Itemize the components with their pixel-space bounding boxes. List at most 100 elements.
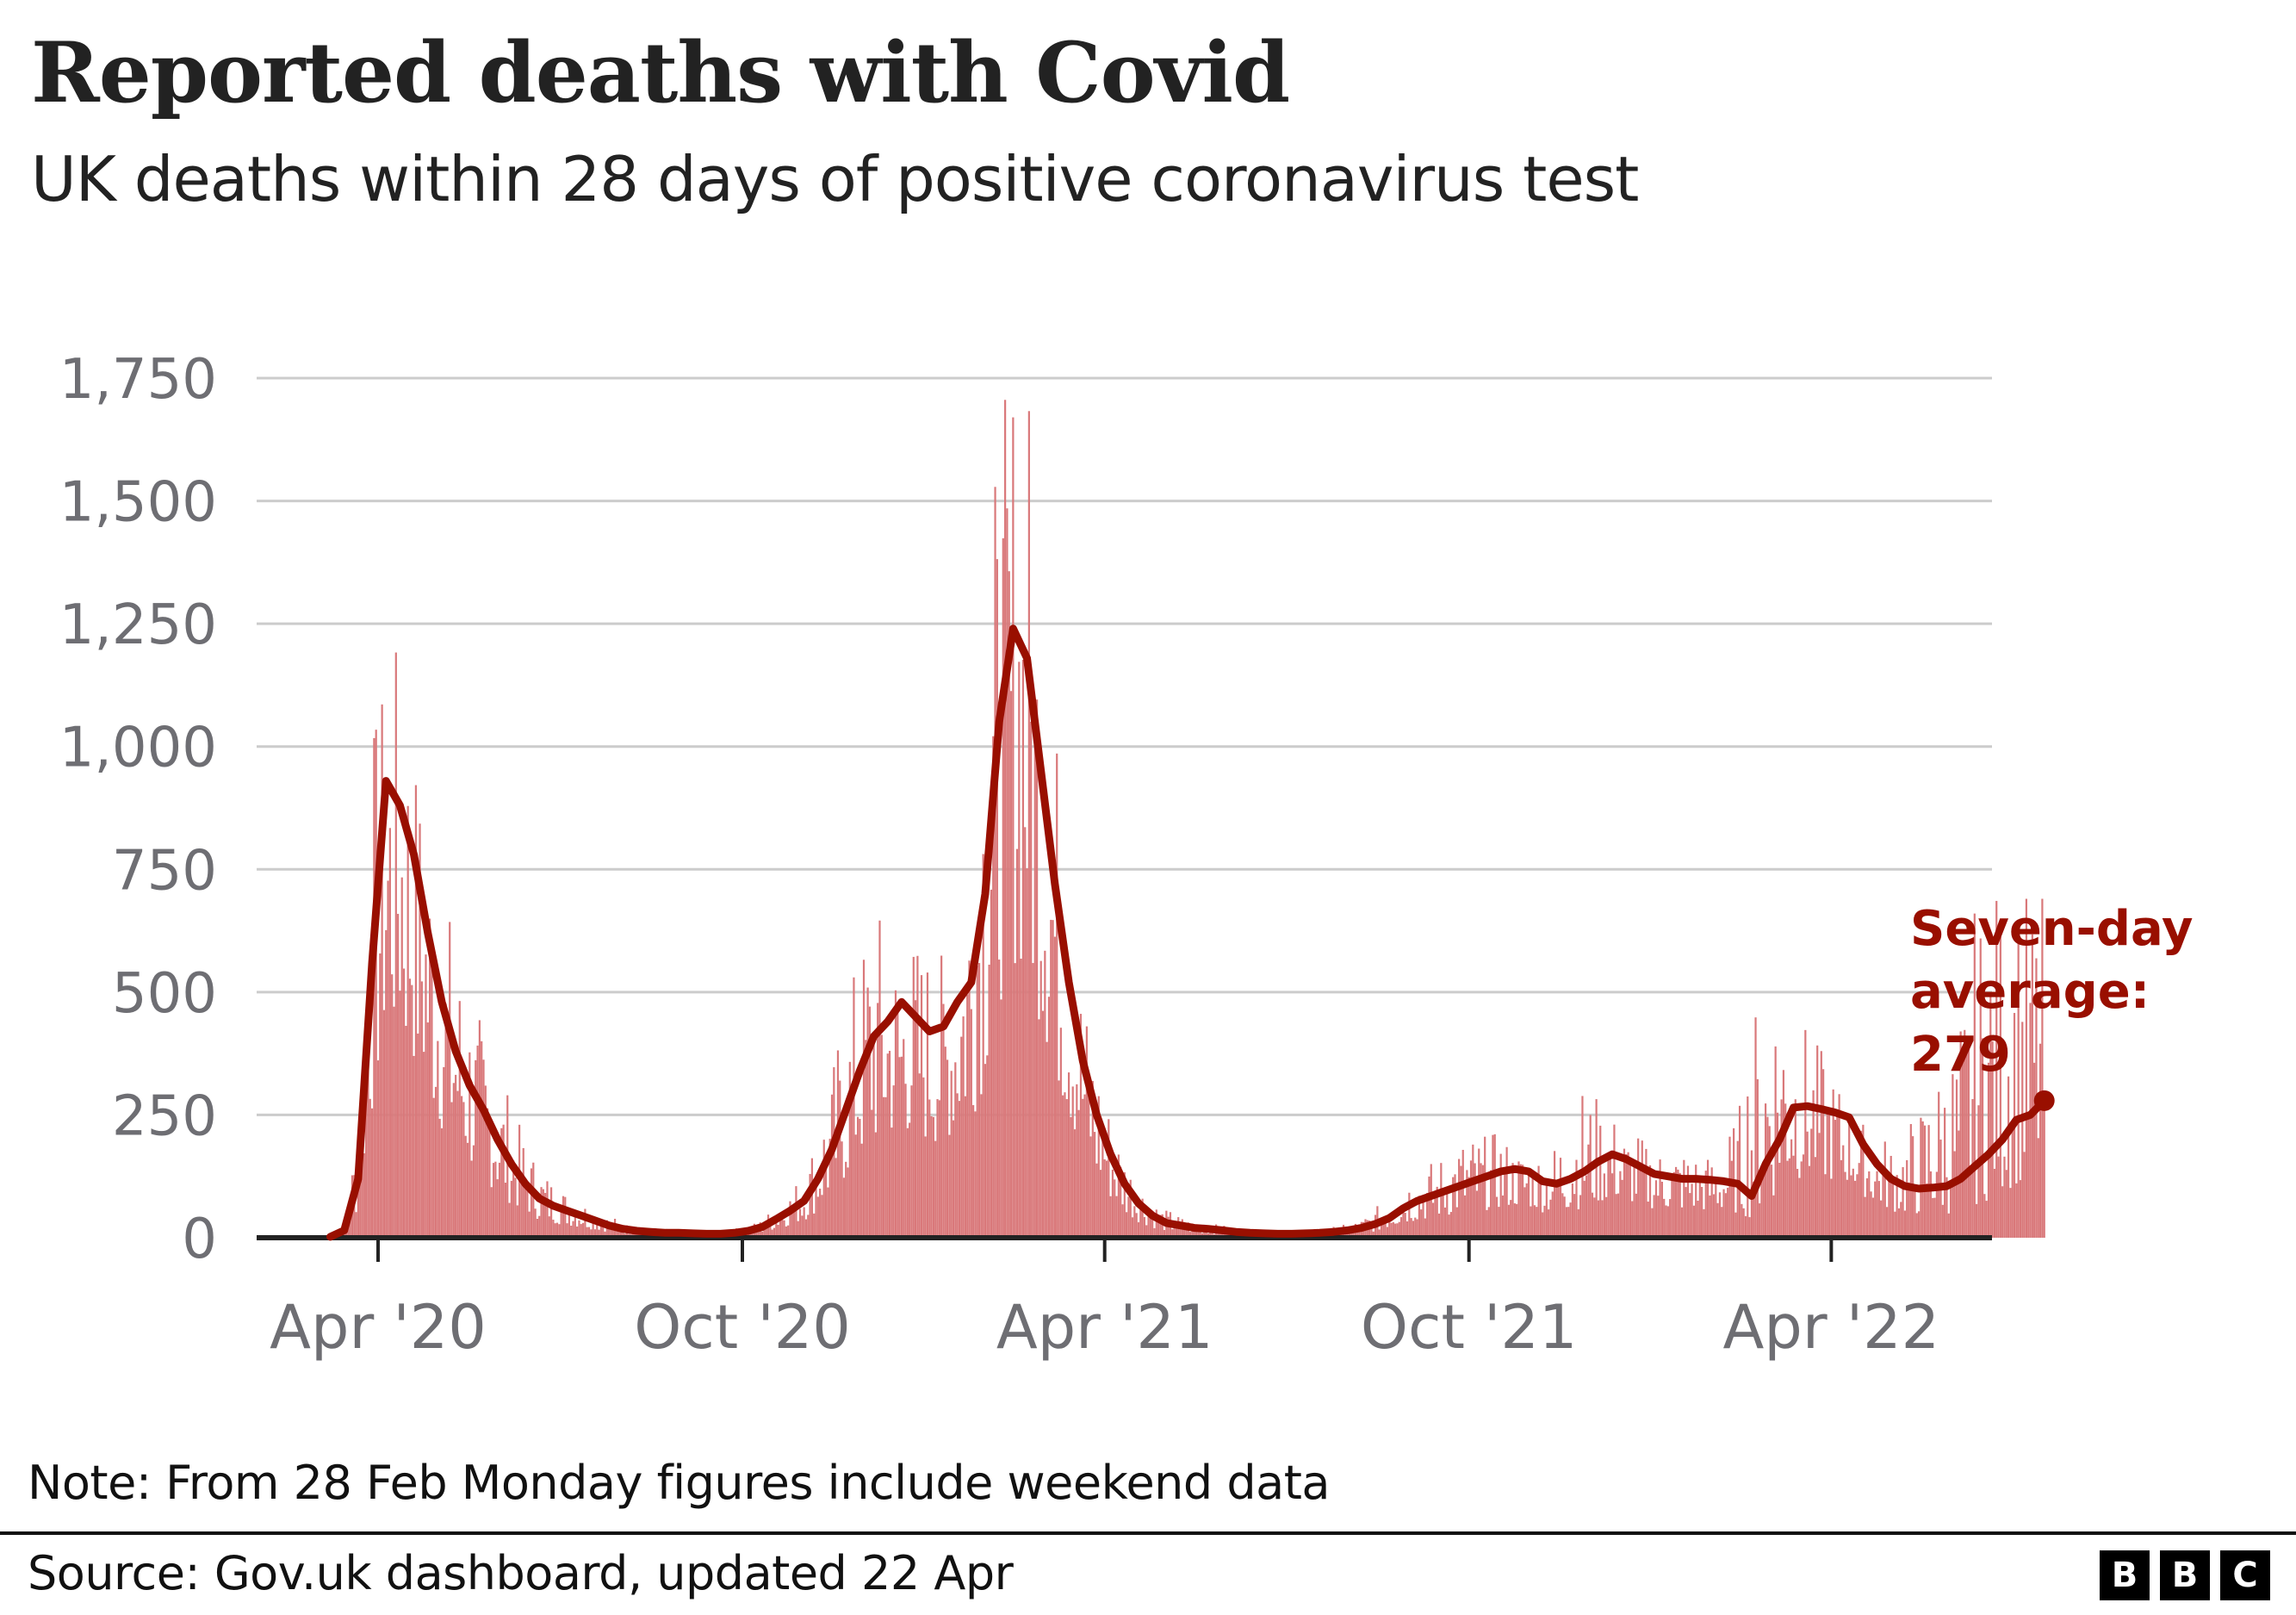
daily-bar [1642, 1169, 1646, 1238]
daily-bar [1525, 1183, 1528, 1238]
daily-bar [1605, 1196, 1608, 1238]
daily-bar [578, 1220, 580, 1238]
daily-bar [892, 1085, 895, 1238]
daily-bar [1842, 1145, 1845, 1238]
daily-bar [1137, 1222, 1140, 1238]
y-tick-label: 1,750 [59, 348, 217, 412]
daily-bar [460, 1096, 463, 1238]
daily-bar [576, 1226, 579, 1238]
daily-bar [1961, 1054, 1964, 1238]
daily-bar [890, 1127, 893, 1238]
daily-bar [1548, 1209, 1550, 1238]
daily-bar [1041, 1010, 1045, 1238]
daily-bar [490, 1187, 493, 1238]
daily-bar [1639, 1170, 1641, 1238]
daily-bar [904, 1084, 907, 1238]
daily-bar [1784, 1103, 1787, 1238]
daily-bar [1569, 1202, 1572, 1238]
daily-bar [548, 1216, 550, 1238]
daily-bar [1838, 1094, 1840, 1238]
daily-bar [1149, 1216, 1151, 1238]
daily-bar [903, 1039, 905, 1238]
daily-bar [1012, 417, 1015, 1239]
daily-bar [1660, 1181, 1664, 1238]
daily-bar [476, 1045, 479, 1238]
daily-bar [803, 1207, 805, 1238]
daily-bar [617, 1227, 620, 1238]
daily-bar [1386, 1227, 1389, 1238]
daily-bar [1527, 1173, 1530, 1238]
daily-bar [1685, 1187, 1687, 1238]
daily-bar [1736, 1140, 1739, 1238]
daily-bar [1071, 1086, 1074, 1238]
daily-bar [1050, 919, 1052, 1238]
daily-bar [773, 1227, 776, 1238]
daily-bar [1672, 1171, 1675, 1238]
daily-bar [1782, 1070, 1785, 1238]
daily-bar [1629, 1162, 1632, 1238]
daily-bar [405, 1025, 407, 1238]
daily-bar [2033, 1062, 2036, 1238]
daily-bar [536, 1218, 539, 1238]
daily-bar [1513, 1203, 1516, 1238]
daily-bar [1062, 1095, 1064, 1238]
daily-bar [379, 953, 382, 1238]
daily-bar [1454, 1174, 1456, 1238]
daily-bar [962, 1016, 965, 1238]
daily-bar [1014, 963, 1016, 1238]
daily-bar [1611, 1173, 1614, 1238]
daily-bar [452, 1083, 455, 1238]
daily-bar [851, 1084, 853, 1238]
daily-bar [1384, 1221, 1387, 1238]
daily-bar [835, 1158, 837, 1238]
daily-bar [1877, 1181, 1880, 1238]
daily-bar [1944, 1108, 1946, 1238]
daily-bar [1832, 1089, 1834, 1238]
daily-bar [1399, 1217, 1403, 1238]
daily-bar [964, 1096, 966, 1238]
daily-bar [496, 1179, 499, 1238]
daily-bar [1760, 1169, 1763, 1238]
daily-bar [1756, 1078, 1759, 1238]
daily-bar [1126, 1212, 1128, 1238]
daily-bar [1105, 1160, 1108, 1238]
daily-bar [1999, 936, 2001, 1238]
y-tick-label: 1,000 [59, 717, 217, 780]
daily-bar [1567, 1207, 1570, 1238]
daily-bar [1044, 950, 1046, 1238]
daily-bar [1468, 1177, 1470, 1238]
daily-bar [1009, 691, 1013, 1238]
daily-bar [411, 985, 413, 1238]
daily-bar [1890, 1155, 1892, 1238]
daily-bar [1545, 1179, 1548, 1238]
daily-bar [520, 1183, 523, 1238]
daily-bar [2011, 1123, 2014, 1238]
daily-bar [2038, 1043, 2042, 1238]
daily-bar [1865, 1178, 1869, 1238]
daily-bar [1657, 1196, 1660, 1238]
daily-bar [1597, 1200, 1600, 1238]
daily-bar [1778, 1162, 1781, 1238]
daily-bar [426, 1022, 429, 1238]
daily-bar [387, 880, 389, 1238]
daily-bar [355, 1212, 357, 1238]
daily-bar [1704, 1171, 1707, 1238]
daily-bar [1404, 1213, 1406, 1238]
daily-bar [510, 1180, 512, 1238]
daily-bar [854, 1134, 857, 1238]
daily-bar [810, 1158, 814, 1238]
daily-bar [1392, 1221, 1394, 1238]
daily-bar [1205, 1230, 1207, 1238]
daily-bar [1490, 1170, 1492, 1238]
daily-bar [1382, 1220, 1385, 1238]
daily-bar [757, 1229, 760, 1238]
daily-bar [984, 1064, 987, 1238]
daily-bar [1824, 1174, 1827, 1238]
daily-bar [1442, 1190, 1444, 1238]
x-tick-label: Oct '20 [634, 1292, 851, 1363]
daily-bar [791, 1212, 793, 1238]
daily-bar [572, 1221, 574, 1238]
daily-bar [2037, 1138, 2039, 1238]
daily-bar [1396, 1223, 1399, 1238]
daily-bar [1059, 1028, 1062, 1238]
